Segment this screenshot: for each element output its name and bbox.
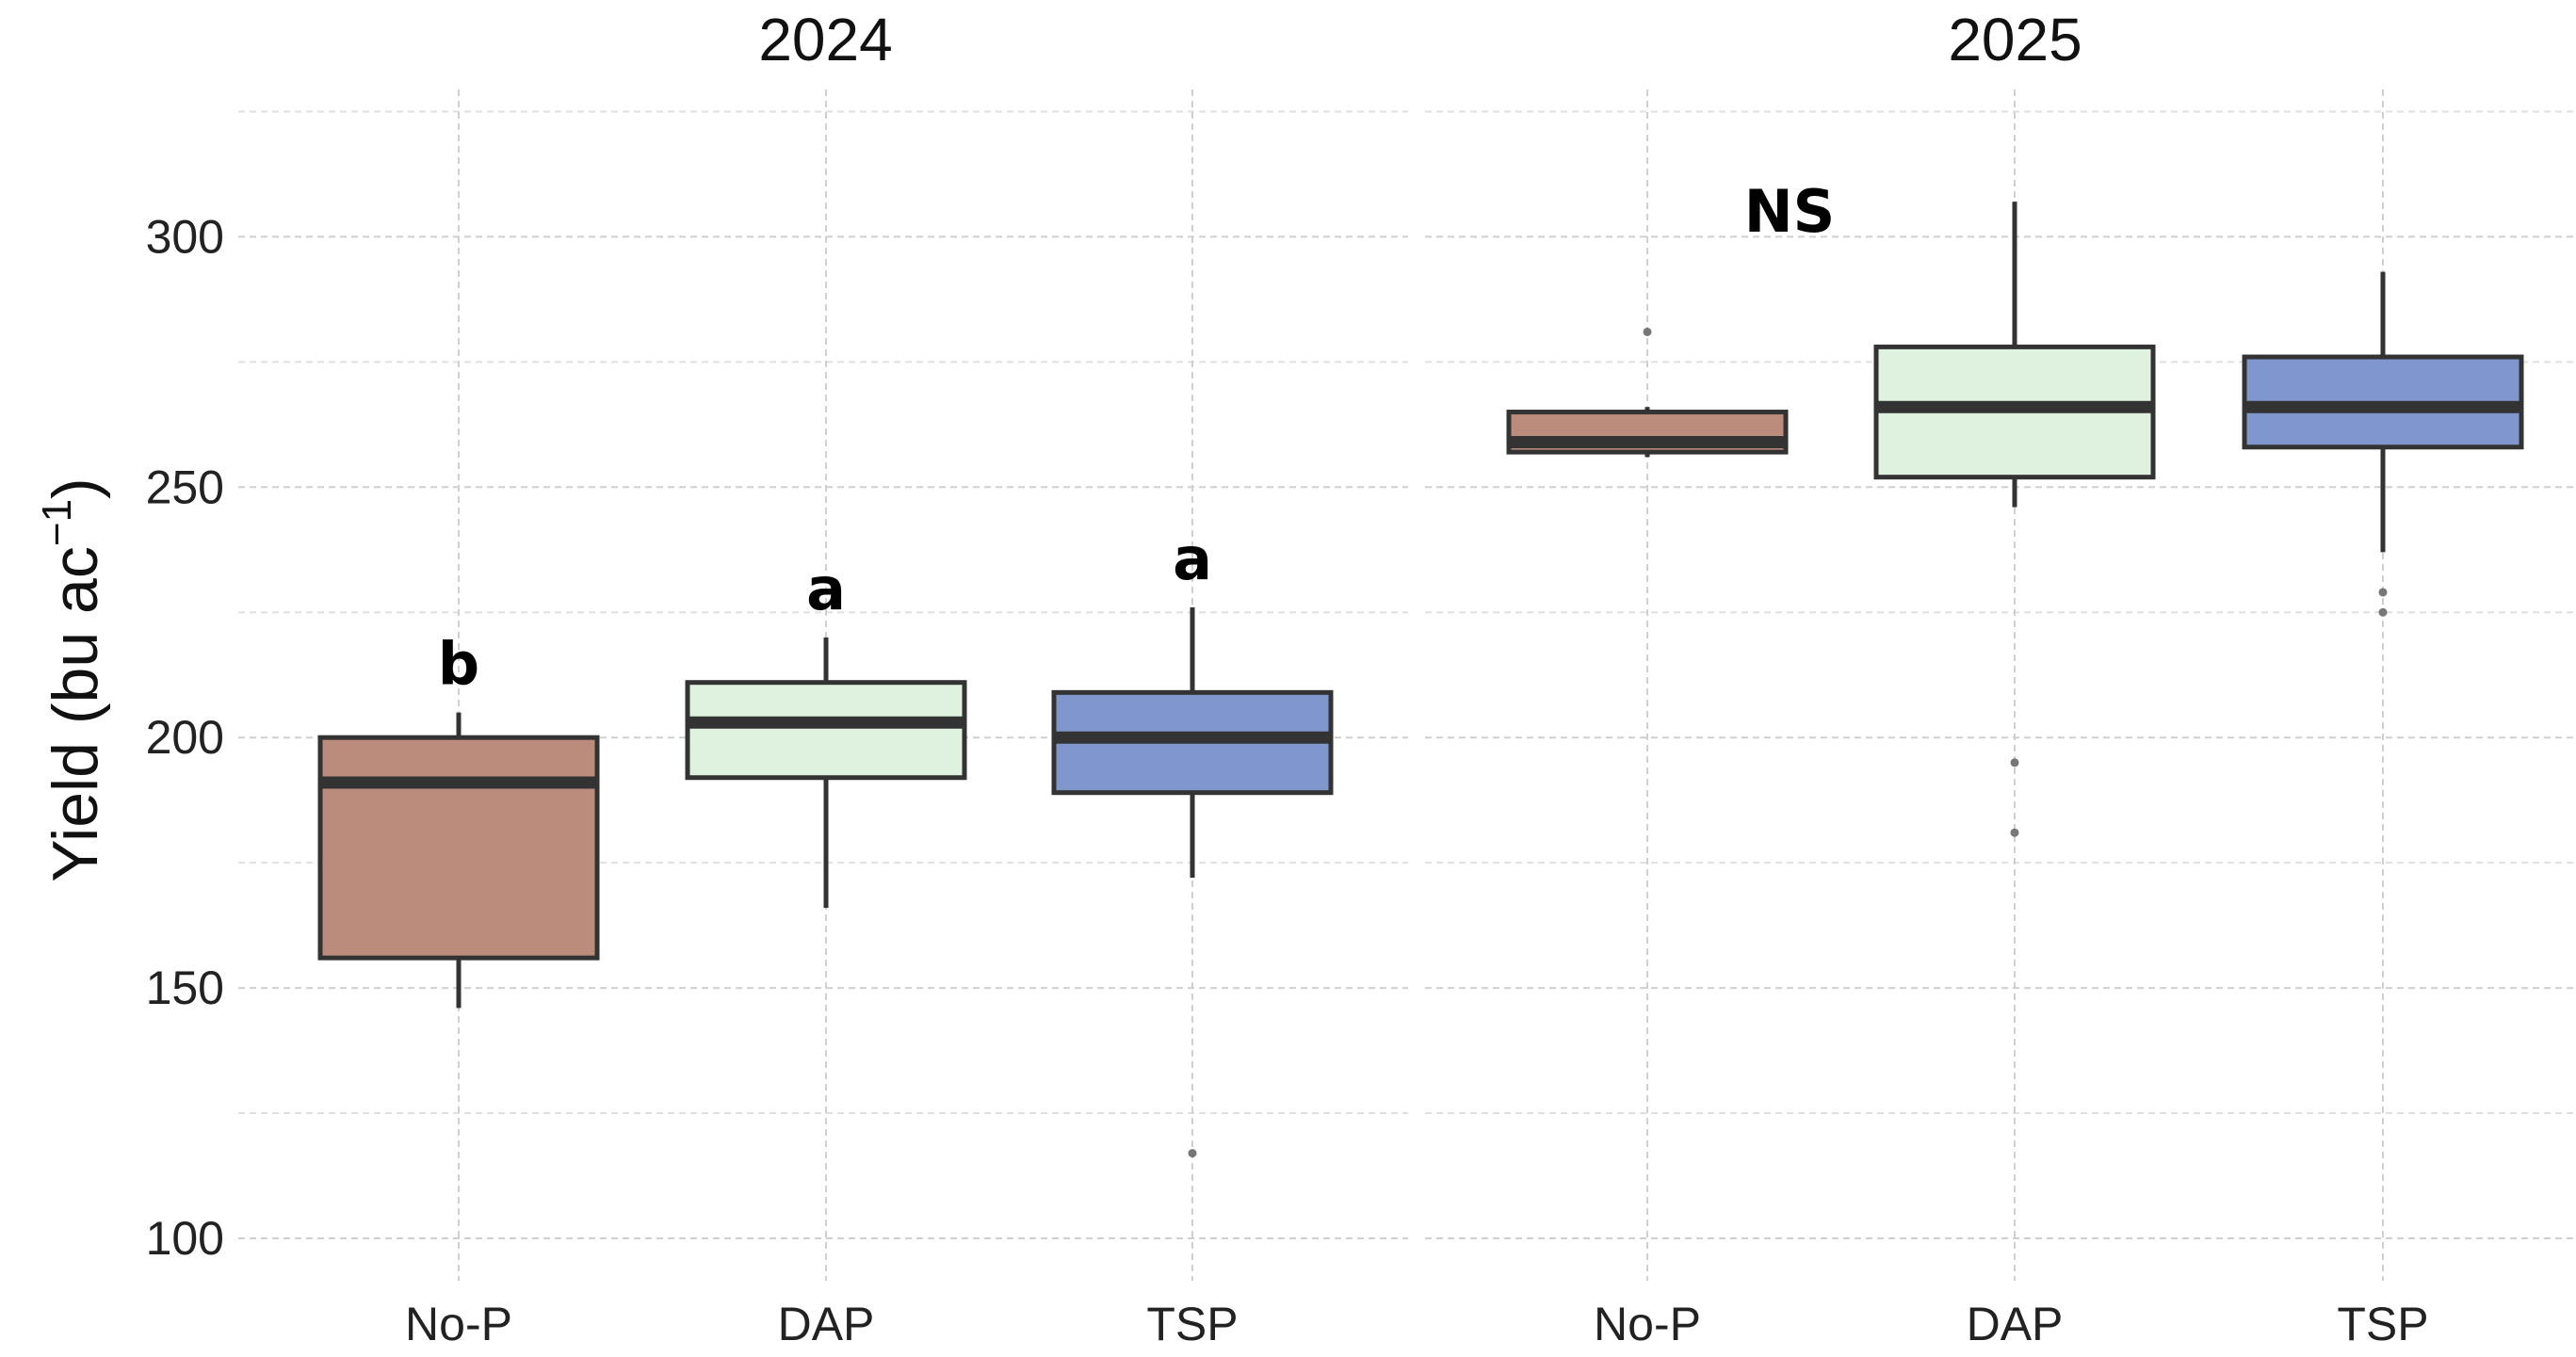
- y-tick-label: 200: [146, 711, 224, 764]
- y-axis-title-main: Yield (bu ac: [40, 546, 111, 882]
- significance-label: NS: [1744, 177, 1836, 246]
- box-group-no-p: No-P: [1506, 327, 1789, 1350]
- facet-title: 2024: [758, 6, 892, 73]
- outlier-point: [1188, 1149, 1197, 1158]
- x-tick-label: No-P: [1594, 1298, 1701, 1350]
- grid-layer: [238, 89, 2576, 1281]
- box-group-dap: a DAP: [685, 555, 967, 1350]
- y-tick-label: 150: [146, 961, 224, 1014]
- facet-title: 2025: [1948, 6, 2082, 73]
- significance-letter: a: [806, 555, 846, 623]
- x-tick-label: TSP: [2337, 1298, 2428, 1350]
- box-group-no-p: b No-P: [317, 630, 600, 1350]
- box-group-tsp: a TSP: [1051, 525, 1334, 1350]
- outlier-point: [2010, 828, 2019, 837]
- x-tick-label: TSP: [1146, 1298, 1238, 1350]
- outlier-point: [2378, 607, 2388, 617]
- outlier-point: [2010, 758, 2019, 767]
- box: [685, 680, 967, 781]
- box-group-dap: DAP: [1873, 202, 2156, 1350]
- box: [317, 735, 600, 961]
- box-group-tsp: TSP: [2242, 271, 2524, 1350]
- facet-layer: 2024 b No-P a DAP a TSP 2025 No-P DAP TSP NS: [317, 6, 2524, 1350]
- x-tick-label: No-P: [405, 1298, 512, 1350]
- y-axis-title-group: Yield (bu ac−1): [34, 477, 111, 881]
- significance-letter: b: [438, 630, 479, 699]
- outlier-point: [1643, 327, 1652, 336]
- y-tick-label: 250: [146, 460, 224, 513]
- facet-panel-2025: 2025 No-P DAP TSP NS: [1506, 6, 2524, 1350]
- y-tick-label: 300: [146, 210, 224, 263]
- significance-letter: a: [1173, 525, 1212, 593]
- y-tick-label: 100: [146, 1212, 224, 1265]
- x-tick-label: DAP: [1967, 1298, 2064, 1350]
- outlier-point: [2378, 588, 2388, 597]
- y-axis: 100 150 200 250 300: [146, 210, 224, 1265]
- y-axis-title-superscript: −1: [34, 499, 80, 546]
- facet-panel-2024: 2024 b No-P a DAP a TSP: [317, 6, 1334, 1350]
- y-axis-title: Yield (bu ac−1): [34, 477, 111, 881]
- y-axis-title-close: ): [40, 477, 111, 499]
- x-tick-label: DAP: [778, 1298, 875, 1350]
